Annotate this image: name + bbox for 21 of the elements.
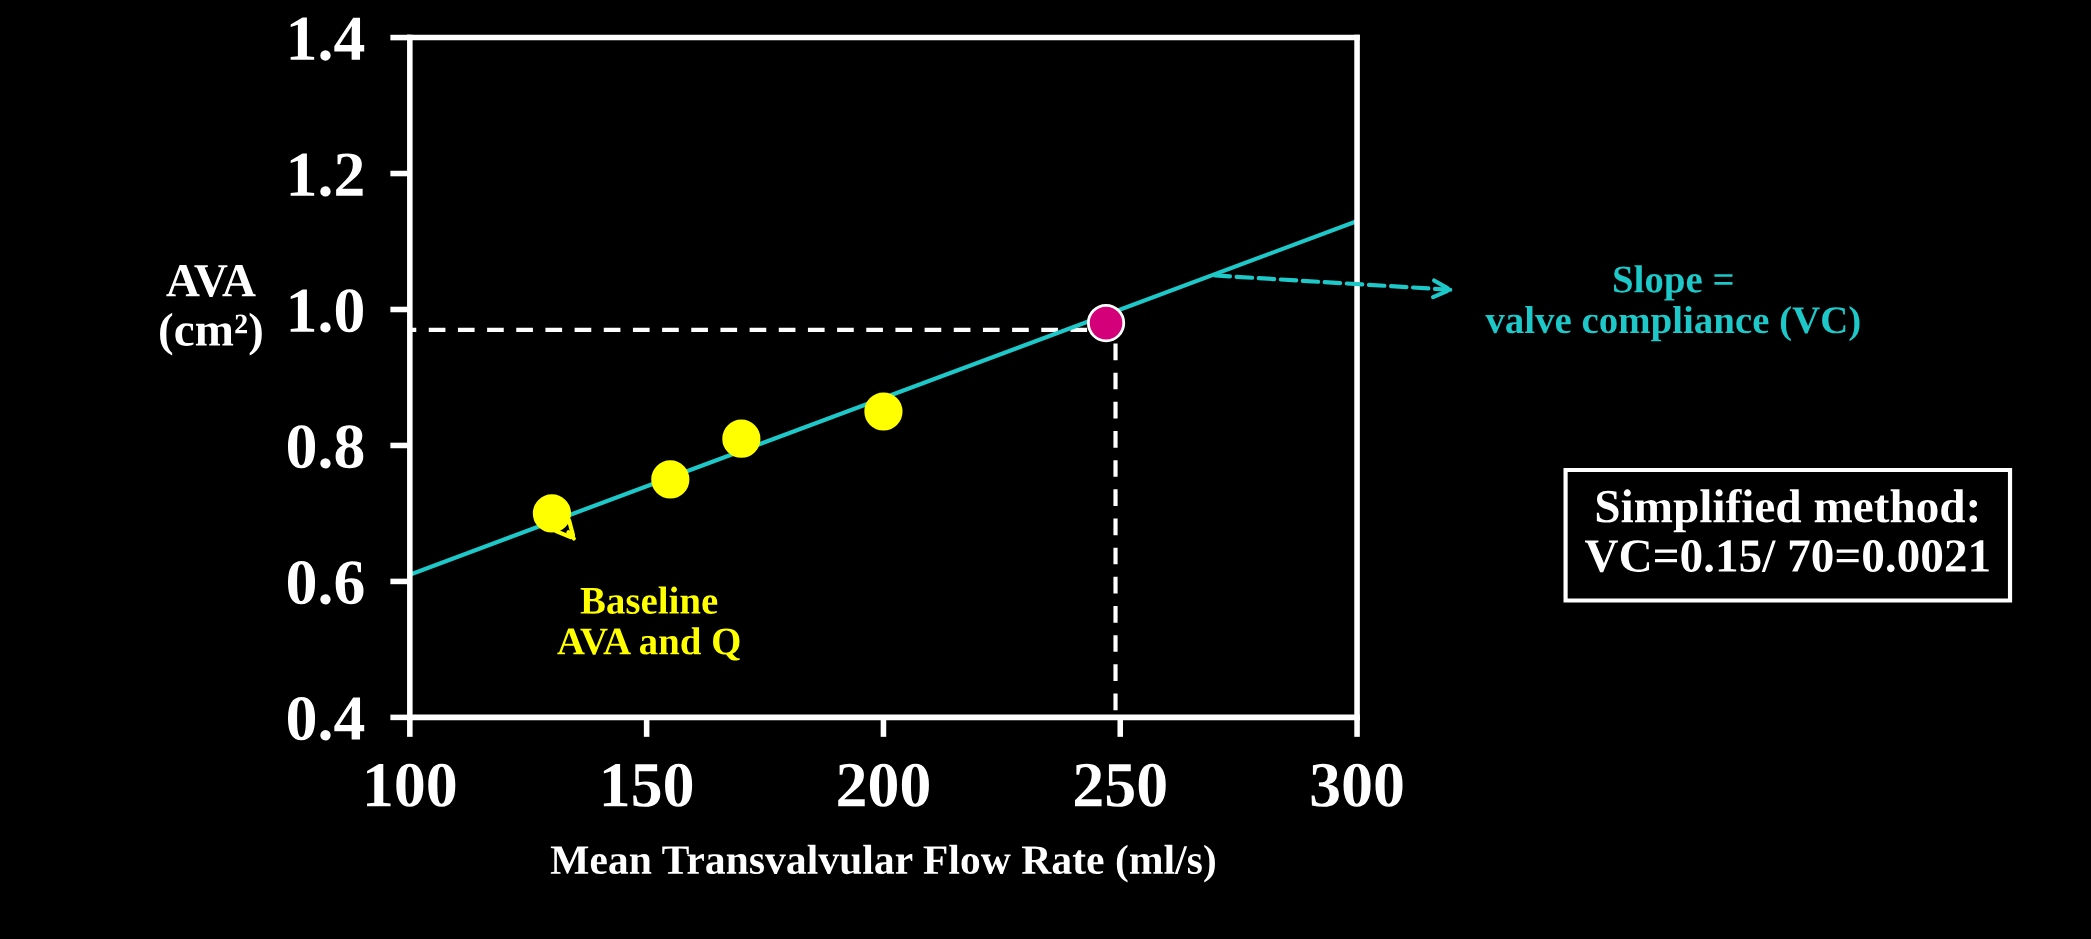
point — [1086, 304, 1126, 343]
y-tick-label: 0.8 — [287, 425, 364, 469]
x-tick-label: 250 — [1075, 763, 1166, 807]
x-tick-label: 100 — [367, 763, 456, 807]
point — [864, 392, 903, 431]
x-tick-label: 150 — [603, 763, 693, 807]
y-tick-label: 1.0 — [290, 289, 363, 333]
x-tick-label: 200 — [838, 763, 929, 807]
y-tick-label: 0.6 — [287, 561, 364, 605]
x-tick-label: 300 — [1311, 763, 1403, 807]
text: Simplified method: VC=0.15/ 70=0.0021 — [1585, 488, 1989, 573]
annotation: Baseline AVA and Q — [557, 586, 740, 661]
y-tick-label: 1.2 — [290, 153, 363, 197]
y-tick-label: 1.4 — [290, 17, 365, 61]
point — [651, 460, 690, 499]
point — [532, 494, 572, 533]
y-axis-title: AVA (cm²) — [160, 264, 262, 356]
y-tick-label: 0.4 — [287, 697, 365, 741]
annotation: Slope = valve compliance (VC) — [1485, 265, 1860, 342]
x-axis-title: Mean Transvalvular Flow Rate (ml/s) — [550, 844, 1215, 883]
point — [722, 419, 761, 458]
